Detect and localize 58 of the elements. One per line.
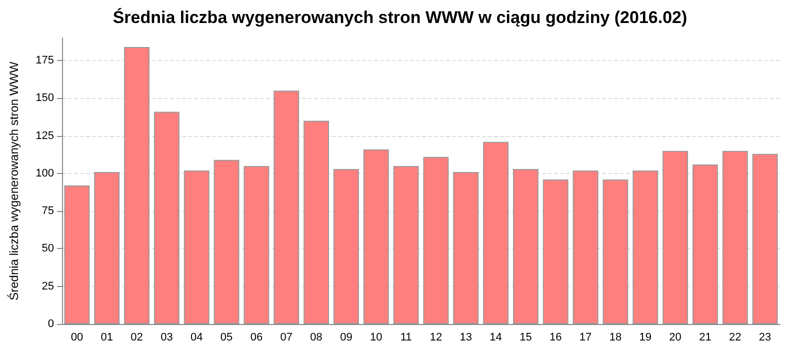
x-tick-label: 21 bbox=[699, 332, 712, 344]
bar bbox=[692, 164, 718, 324]
x-tick-label: 11 bbox=[400, 332, 412, 344]
bar bbox=[393, 166, 419, 324]
bar bbox=[363, 149, 389, 324]
x-tick-label: 02 bbox=[130, 332, 143, 344]
bar bbox=[124, 47, 150, 324]
bar bbox=[423, 156, 449, 324]
bar bbox=[244, 166, 270, 324]
chart-title: Średnia liczba wygenerowanych stron WWW w ciągu godziny (2016.02) bbox=[112, 7, 688, 27]
bar bbox=[214, 160, 240, 324]
y-tick-label: 125 bbox=[36, 130, 54, 142]
x-tick-label: 09 bbox=[340, 332, 352, 344]
bar bbox=[572, 170, 598, 324]
x-tick-label: 04 bbox=[190, 332, 203, 344]
x-tick-label: 17 bbox=[579, 332, 592, 344]
y-tick-label: 175 bbox=[36, 54, 54, 67]
x-tick-label: 15 bbox=[520, 332, 532, 344]
y-tick-label: 75 bbox=[42, 205, 54, 218]
y-tick-label: 50 bbox=[42, 242, 54, 255]
bar bbox=[154, 112, 180, 324]
bar bbox=[453, 172, 479, 324]
bar bbox=[274, 90, 300, 324]
x-tick-label: 10 bbox=[370, 332, 382, 344]
bar bbox=[602, 179, 628, 324]
bar bbox=[752, 154, 778, 324]
x-tick-label: 12 bbox=[430, 332, 442, 344]
x-tick-label: 22 bbox=[729, 332, 742, 344]
bar bbox=[542, 179, 568, 324]
x-tick-label: 16 bbox=[550, 332, 562, 344]
bar bbox=[512, 168, 538, 324]
x-tick-label: 00 bbox=[70, 332, 84, 344]
bar bbox=[64, 186, 90, 324]
bar bbox=[304, 120, 330, 324]
bar bbox=[662, 150, 688, 324]
x-tick-label: 07 bbox=[280, 332, 292, 344]
y-axis-title: Średnia liczba wygenerowanych stron WWW bbox=[7, 60, 21, 300]
x-tick-label: 14 bbox=[490, 332, 502, 344]
y-tick-label: 150 bbox=[36, 92, 54, 104]
bar bbox=[483, 142, 509, 324]
x-tick-label: 19 bbox=[639, 332, 652, 344]
bar bbox=[184, 170, 210, 324]
x-tick-label: 23 bbox=[758, 332, 772, 344]
x-tick-label: 18 bbox=[609, 332, 622, 344]
x-tick-label: 03 bbox=[160, 332, 173, 344]
bar bbox=[722, 150, 748, 324]
y-tick-label: 100 bbox=[36, 167, 54, 180]
x-tick-label: 13 bbox=[460, 332, 472, 344]
x-tick-label: 20 bbox=[669, 332, 682, 344]
bar bbox=[94, 172, 120, 324]
x-tick-label: 06 bbox=[250, 332, 263, 344]
y-tick-label: 0 bbox=[48, 318, 54, 330]
bar bbox=[632, 170, 658, 324]
y-tick-label: 25 bbox=[42, 280, 54, 292]
x-tick-label: 08 bbox=[310, 332, 322, 344]
bar bbox=[333, 168, 359, 324]
x-tick-label: 05 bbox=[220, 332, 233, 344]
x-tick-label: 01 bbox=[100, 332, 113, 344]
